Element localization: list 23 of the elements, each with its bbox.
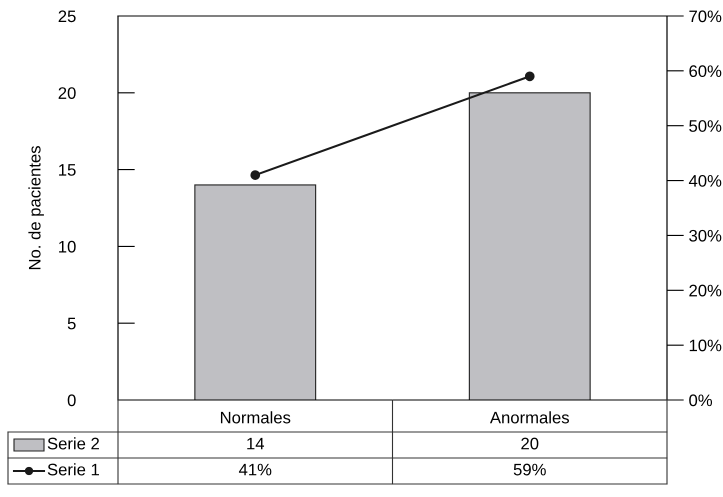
y-tick-label: 5: [68, 318, 76, 330]
y2-tick-label: 40%: [688, 174, 722, 187]
data-label: 41%: [238, 464, 272, 476]
x-tick-label: Normales: [220, 411, 290, 424]
data-label: 14: [247, 438, 264, 450]
y2-tick-label: 70%: [689, 10, 722, 22]
y2-tick-label: 0%: [689, 394, 712, 406]
y-tick-label: 0: [68, 394, 76, 406]
y2-tick-label: 60%: [689, 65, 722, 78]
y-tick-label: 15: [59, 164, 76, 176]
y-tick-label: 20: [58, 87, 76, 100]
y2-tick-label: 10%: [690, 340, 722, 352]
y2-tick-label: 30%: [689, 230, 722, 242]
y-axis-title: No. de pacientes: [28, 146, 44, 270]
y2-tick-label: 50%: [689, 120, 722, 132]
y-tick-label: 25: [58, 10, 76, 22]
data-label: 59%: [514, 464, 546, 476]
x-tick-label: Anormales: [490, 411, 569, 424]
legend-label: Serie 2: [48, 437, 99, 450]
data-label: 20: [521, 438, 538, 450]
legend-label: Serie 1: [48, 463, 99, 476]
y-tick-label: 10: [59, 240, 76, 253]
y2-tick-label: 20%: [689, 284, 722, 296]
